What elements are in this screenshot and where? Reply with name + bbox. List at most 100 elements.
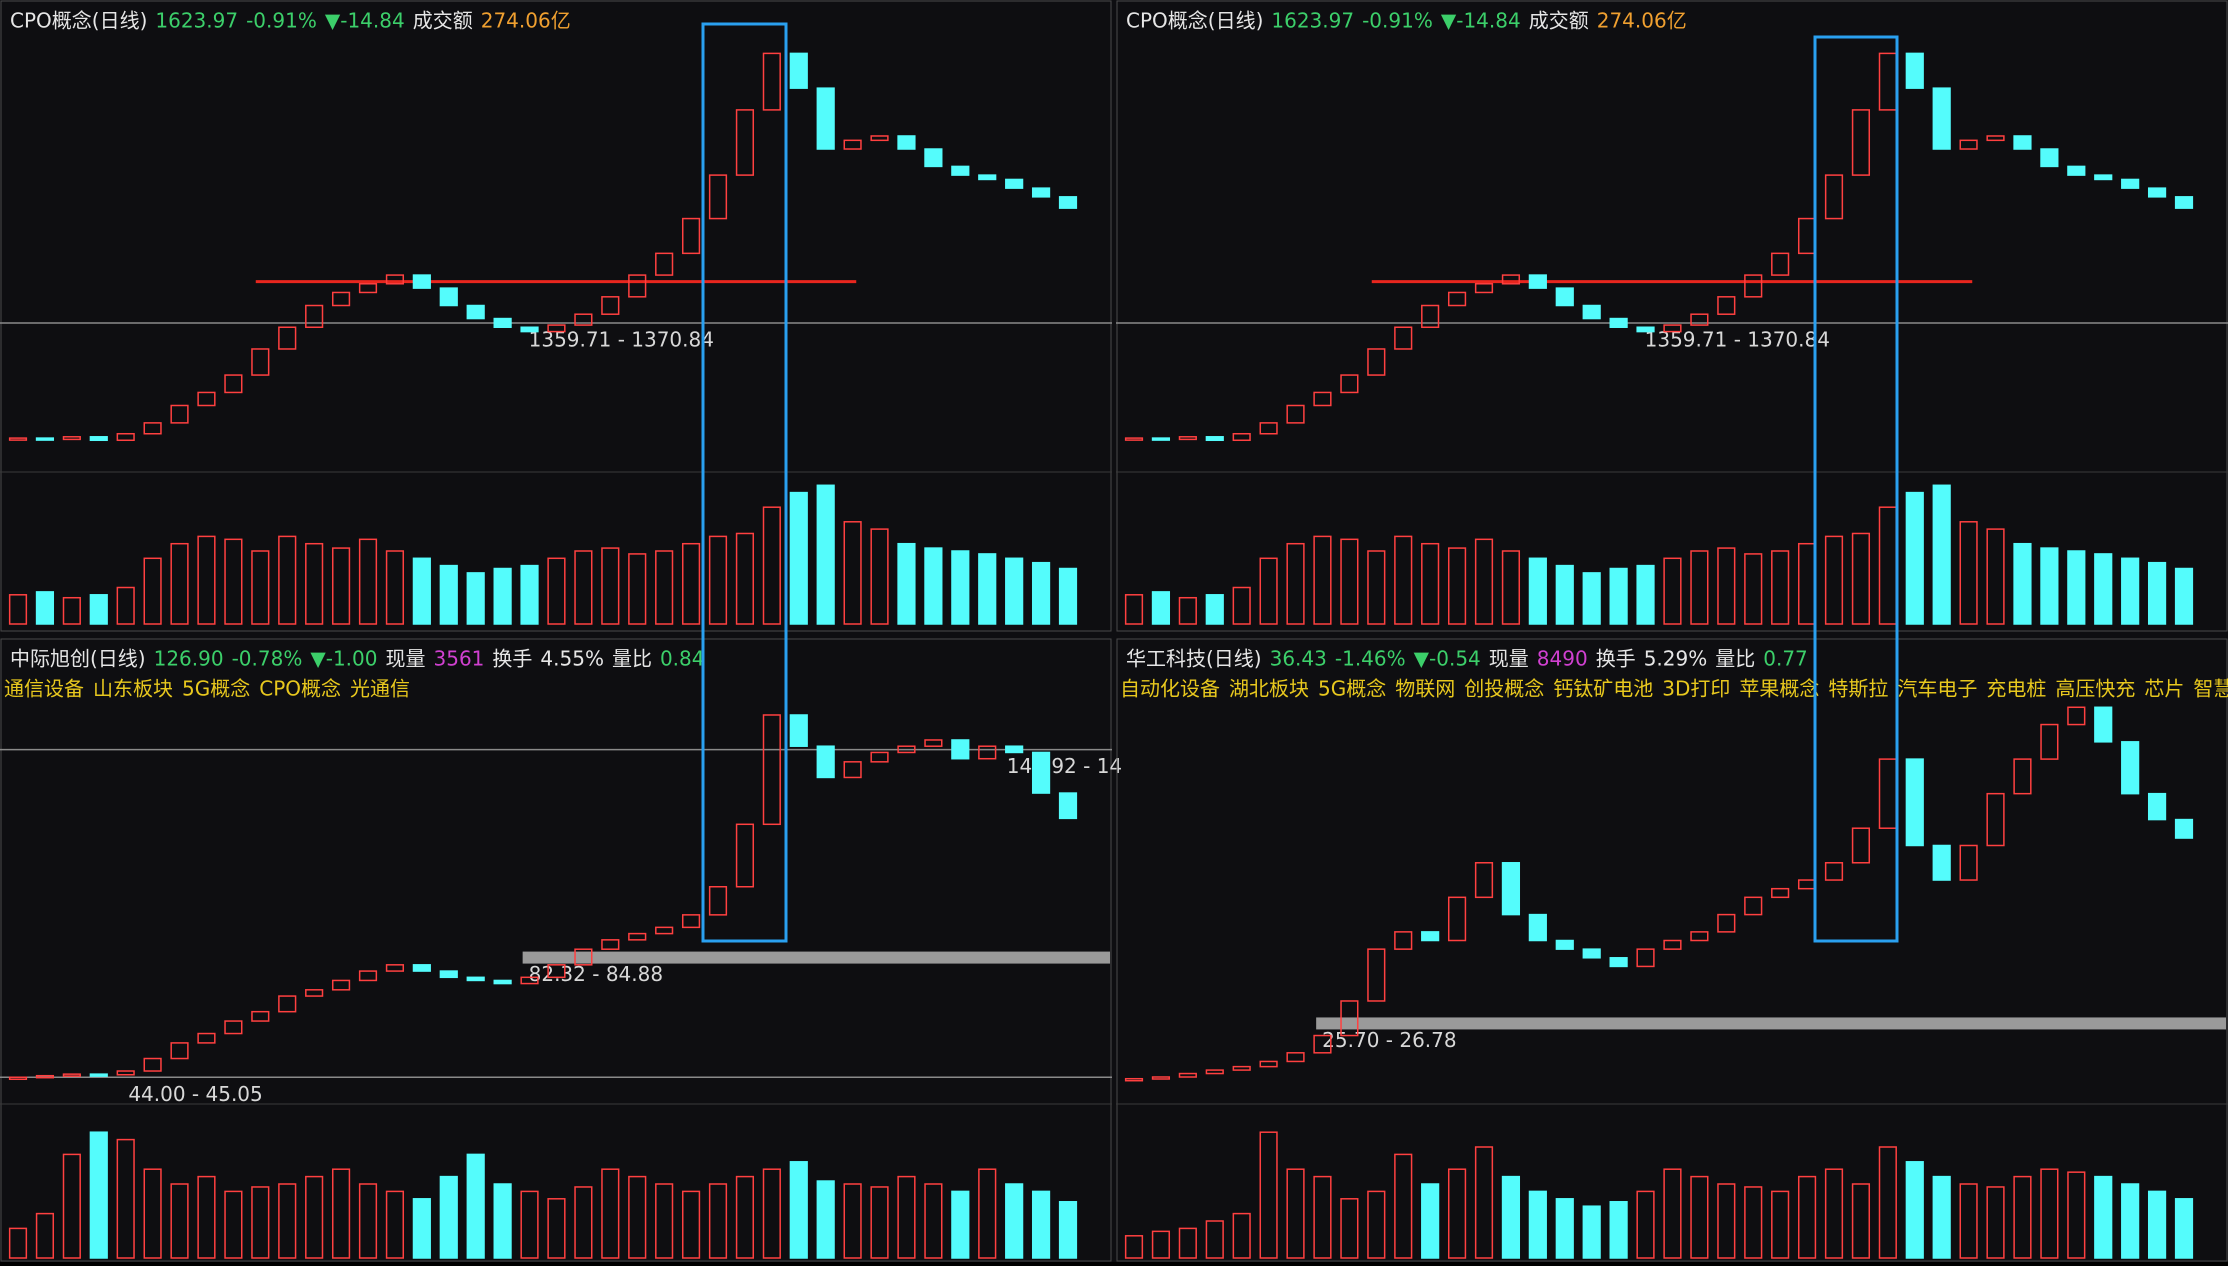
header-item: 中际旭创(日线) — [10, 647, 146, 671]
volume-bar — [224, 1190, 243, 1259]
candle — [843, 139, 862, 150]
volume-bar — [1717, 1183, 1736, 1259]
header-item: CPO概念(日线) — [10, 9, 147, 33]
stock-tag: 高压快充 — [2055, 677, 2135, 701]
candle — [1986, 792, 2005, 847]
candle — [951, 165, 970, 176]
candle — [1690, 313, 1709, 326]
header-item: 8490 — [1537, 647, 1588, 671]
volume-bar — [574, 550, 593, 625]
candle — [1771, 887, 1790, 899]
volume-bar — [2121, 557, 2140, 625]
volume-bar — [708, 535, 728, 625]
candle — [1031, 751, 1051, 794]
candle — [1474, 862, 1494, 899]
volume-bar — [1959, 521, 1978, 625]
candle — [735, 109, 755, 176]
volume-bar — [1394, 1153, 1413, 1259]
volume-bar — [681, 542, 701, 625]
volume-bar — [466, 1153, 485, 1259]
volume-bar — [1259, 1131, 1278, 1259]
candle — [816, 87, 835, 150]
candle — [1959, 844, 1978, 881]
volume-bar — [628, 553, 647, 625]
candle — [412, 964, 431, 972]
candle — [89, 436, 108, 442]
candle — [62, 436, 81, 441]
volume-bar — [8, 594, 28, 625]
candle — [978, 174, 997, 181]
candle — [1313, 1034, 1332, 1054]
volume-bar — [897, 1175, 916, 1259]
candle — [439, 287, 458, 307]
volume-bar — [574, 1186, 593, 1259]
volume-bar — [1663, 1168, 1682, 1259]
volume-bar — [1447, 547, 1467, 625]
header-item: ▼-14.84 — [1441, 9, 1521, 33]
candle — [897, 745, 916, 754]
volume-bar — [655, 1183, 674, 1259]
volume-bar — [924, 1183, 943, 1259]
candle — [978, 745, 997, 760]
candle — [762, 714, 781, 826]
volume-bar — [170, 542, 189, 625]
level-label: 148.92 - 14 — [1007, 754, 1122, 778]
candle — [251, 348, 270, 376]
volume-bar — [1771, 1190, 1790, 1259]
candle — [2013, 135, 2032, 150]
volume-bar — [1824, 535, 1844, 625]
volume-bar — [2094, 1175, 2113, 1259]
volume-bar — [1986, 528, 2005, 625]
candle — [1663, 324, 1682, 333]
candle — [1851, 827, 1871, 864]
volume-bar — [1932, 484, 1951, 625]
volume-bar — [1151, 591, 1171, 625]
candle — [1367, 348, 1386, 376]
candle — [1528, 274, 1547, 289]
volume-bar — [1447, 1168, 1467, 1259]
volume-bar — [870, 528, 889, 625]
volume-bar — [1259, 557, 1278, 625]
volume-bar — [1905, 491, 1924, 625]
volume-bar — [2147, 1190, 2167, 1259]
volume-bar — [870, 1186, 889, 1259]
volume-bar — [789, 1161, 808, 1259]
volume-bar — [2013, 1175, 2032, 1259]
volume-bar — [1609, 567, 1628, 625]
volume-bar — [1501, 1175, 1521, 1259]
candle — [493, 979, 512, 985]
volume-bar — [708, 1183, 728, 1259]
volume-bar — [547, 1198, 566, 1259]
candle — [1178, 436, 1197, 441]
stock-tag: 湖北板块 — [1229, 677, 1309, 701]
candle — [1340, 1000, 1359, 1037]
candle — [331, 291, 351, 307]
candle — [2147, 792, 2167, 821]
volume-bar — [439, 1175, 458, 1259]
candle — [762, 52, 781, 111]
candle — [1663, 939, 1682, 950]
volume-bar — [1582, 1205, 1601, 1259]
volume-bar — [1205, 1220, 1224, 1259]
candle — [2147, 187, 2167, 198]
candle — [708, 174, 728, 220]
candle — [574, 948, 593, 966]
header-item: ▼-1.00 — [310, 647, 377, 671]
candle — [1744, 896, 1763, 916]
candle — [1501, 862, 1521, 916]
header-item: 成交额 — [413, 9, 473, 33]
volume-bar — [1851, 532, 1871, 625]
candle — [278, 326, 297, 350]
volume-bar — [1690, 550, 1709, 625]
candle — [1124, 1077, 1144, 1082]
volume-bar — [305, 1175, 324, 1259]
candle — [735, 823, 755, 888]
volume-bar — [1474, 538, 1494, 625]
volume-bar — [1474, 1146, 1494, 1259]
header-item: 华工科技(日线) — [1126, 647, 1262, 671]
volume-bar — [1340, 1198, 1359, 1259]
volume-bar — [412, 1198, 431, 1259]
candle — [331, 979, 351, 991]
candle — [278, 995, 297, 1013]
